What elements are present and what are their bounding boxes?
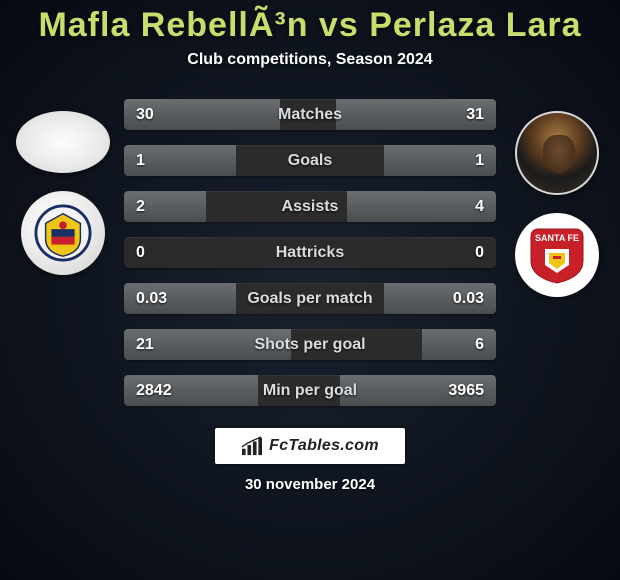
stats-list: 30Matches31 1Goals1 2Assists4 0Hattricks0 0.… — [118, 99, 502, 406]
stat-value-left: 0 — [124, 244, 214, 262]
stat-value-left: 21 — [124, 336, 214, 354]
club-left-badge — [21, 191, 105, 275]
stat-value-right: 31 — [406, 106, 496, 124]
stat-value-left: 1 — [124, 152, 214, 170]
santafe-crest-icon: SANTA FE — [525, 223, 589, 287]
player-right-avatar — [515, 111, 599, 195]
stat-label: Matches — [214, 106, 406, 124]
stat-value-right: 6 — [406, 336, 496, 354]
stat-row: 2842Min per goal3965 — [124, 375, 496, 406]
stat-value-left: 30 — [124, 106, 214, 124]
left-column — [8, 99, 118, 275]
club-right-badge: SANTA FE — [515, 213, 599, 297]
stat-row: 0Hattricks0 — [124, 237, 496, 268]
chart-icon — [241, 436, 263, 456]
stat-row: 21Shots per goal6 — [124, 329, 496, 360]
svg-text:SANTA FE: SANTA FE — [535, 233, 579, 243]
stat-label: Goals — [214, 152, 406, 170]
stat-label: Assists — [214, 198, 406, 216]
stat-label: Min per goal — [214, 382, 406, 400]
stat-value-right: 1 — [406, 152, 496, 170]
stat-row: 1Goals1 — [124, 145, 496, 176]
stat-row: 0.03Goals per match0.03 — [124, 283, 496, 314]
stat-row: 30Matches31 — [124, 99, 496, 130]
player-left-avatar — [16, 111, 110, 173]
right-column: SANTA FE — [502, 99, 612, 297]
pasto-crest-icon — [34, 204, 92, 262]
stats-area: 30Matches31 1Goals1 2Assists4 0Hattricks0 0.… — [0, 99, 620, 406]
stat-value-left: 0.03 — [124, 290, 214, 308]
brand-text: FcTables.com — [269, 437, 379, 455]
comparison-card: Mafla RebellÃ³n vs Perlaza Lara Club com… — [0, 0, 620, 580]
stat-label: Hattricks — [214, 244, 406, 262]
stat-value-right: 3965 — [406, 382, 496, 400]
footer-date: 30 november 2024 — [245, 476, 375, 493]
brand-badge[interactable]: FcTables.com — [215, 428, 405, 464]
stat-row: 2Assists4 — [124, 191, 496, 222]
stat-label: Goals per match — [214, 290, 406, 308]
stat-label: Shots per goal — [214, 336, 406, 354]
stat-value-right: 0.03 — [406, 290, 496, 308]
stat-value-right: 4 — [406, 198, 496, 216]
footer: FcTables.com 30 november 2024 — [215, 428, 405, 493]
stat-value-right: 0 — [406, 244, 496, 262]
stat-value-left: 2842 — [124, 382, 214, 400]
page-subtitle: Club competitions, Season 2024 — [187, 51, 432, 69]
stat-value-left: 2 — [124, 198, 214, 216]
page-title: Mafla RebellÃ³n vs Perlaza Lara — [38, 6, 581, 45]
